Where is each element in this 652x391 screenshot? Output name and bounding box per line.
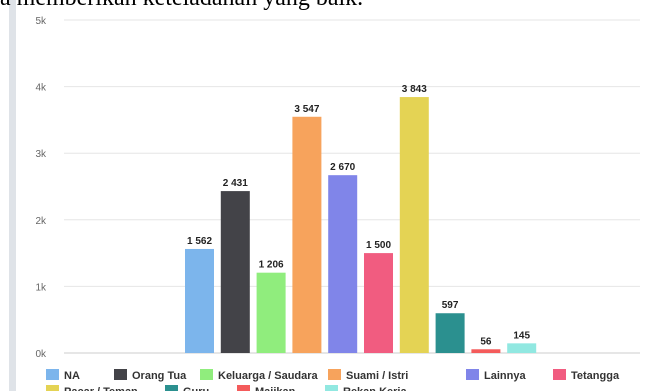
bar[interactable] bbox=[292, 116, 322, 353]
legend-item[interactable]: Majikan bbox=[237, 385, 296, 391]
data-label: 2 431 bbox=[223, 178, 248, 189]
y-tick-label: 0k bbox=[35, 349, 47, 360]
legend-swatch bbox=[165, 385, 178, 391]
legend-item[interactable]: Tetangga bbox=[553, 369, 620, 382]
legend-swatch bbox=[325, 385, 338, 391]
data-label: 56 bbox=[480, 336, 492, 347]
bar[interactable] bbox=[471, 349, 501, 353]
legend-swatch bbox=[46, 369, 59, 380]
bar[interactable] bbox=[507, 343, 537, 353]
bar[interactable] bbox=[328, 175, 358, 353]
legend-swatch bbox=[328, 369, 341, 380]
legend-label: NA bbox=[64, 370, 80, 382]
legend-item[interactable]: Suami / Istri bbox=[328, 369, 408, 382]
legend-item[interactable]: Keluarga / Saudara bbox=[200, 369, 319, 382]
legend-item[interactable]: NA bbox=[46, 369, 80, 382]
data-label: 1 562 bbox=[187, 236, 212, 247]
y-tick-label: 3k bbox=[35, 149, 47, 160]
legend-label: Lainnya bbox=[484, 370, 526, 382]
bar[interactable] bbox=[435, 313, 465, 353]
legend-item[interactable]: Orang Tua bbox=[114, 369, 187, 382]
legend-swatch bbox=[237, 385, 250, 391]
bar[interactable] bbox=[185, 248, 214, 353]
legend-swatch bbox=[200, 369, 213, 380]
legend-item[interactable]: Lainnya bbox=[466, 369, 526, 382]
data-label: 3 843 bbox=[402, 84, 427, 95]
legend-item[interactable]: Rekan Kerja bbox=[325, 385, 407, 391]
data-label: 3 547 bbox=[294, 104, 319, 115]
data-labels: 1 562 2 431 1 206 3 547 2 670 1 500 3 843 597 56… bbox=[187, 84, 530, 347]
data-label: 145 bbox=[513, 330, 530, 341]
legend-label: Pacar / Teman bbox=[64, 386, 138, 391]
legend-item[interactable]: Pacar / Teman bbox=[46, 385, 138, 391]
bar[interactable] bbox=[256, 272, 286, 353]
legend-label: Suami / Istri bbox=[346, 370, 408, 382]
legend-swatch bbox=[46, 385, 59, 391]
legend-swatch bbox=[114, 369, 127, 380]
legend-swatch bbox=[553, 369, 566, 380]
legend-label: Rekan Kerja bbox=[343, 386, 407, 391]
bar[interactable] bbox=[399, 97, 429, 353]
legend-label: Keluarga / Saudara bbox=[218, 370, 319, 382]
y-tick-label: 4k bbox=[35, 83, 47, 94]
bar[interactable] bbox=[364, 253, 393, 353]
y-axis-ticks: 0k 1k 2k 3k 4k 5k bbox=[35, 16, 47, 360]
legend-label: Majikan bbox=[255, 386, 296, 391]
y-tick-label: 1k bbox=[35, 282, 47, 293]
legend-label: Tetangga bbox=[571, 370, 620, 382]
bars bbox=[185, 97, 537, 353]
legend-swatch bbox=[466, 369, 479, 380]
document-text-line: a memberikan keteladanan yang baik. bbox=[0, 0, 652, 12]
bar[interactable] bbox=[220, 191, 250, 353]
data-label: 1 206 bbox=[259, 260, 284, 271]
page-left-border bbox=[9, 0, 16, 391]
y-tick-label: 2k bbox=[35, 216, 47, 227]
data-label: 1 500 bbox=[366, 240, 391, 251]
data-label: 597 bbox=[442, 300, 459, 311]
legend-label: Guru bbox=[183, 386, 209, 391]
legend-label: Orang Tua bbox=[132, 370, 187, 382]
y-tick-label: 5k bbox=[35, 16, 47, 27]
legend: NA Orang Tua Keluarga / Saudara Suami / Ist… bbox=[46, 369, 620, 391]
legend-item[interactable]: Guru bbox=[165, 385, 209, 391]
data-label: 2 670 bbox=[330, 162, 355, 173]
